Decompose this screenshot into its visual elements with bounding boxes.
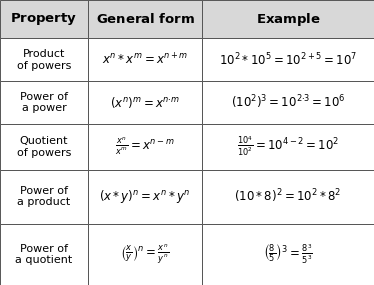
Bar bbox=[202, 81, 374, 124]
Bar bbox=[202, 170, 374, 224]
Text: $\frac{10^4}{10^2} = 10^{4-2} = 10^2$: $\frac{10^4}{10^2} = 10^{4-2} = 10^2$ bbox=[237, 135, 339, 158]
Text: $\mathbf{Property}$: $\mathbf{Property}$ bbox=[10, 11, 77, 27]
Text: $(x^n)^m = x^{n{\cdot}m}$: $(x^n)^m = x^{n{\cdot}m}$ bbox=[110, 95, 180, 110]
Bar bbox=[202, 124, 374, 170]
Bar bbox=[0, 81, 88, 124]
Bar bbox=[88, 124, 202, 170]
Text: $\mathbf{General\ form}$: $\mathbf{General\ form}$ bbox=[95, 12, 194, 26]
Text: $(10^2)^3 = 10^{2{\cdot}3} = 10^6$: $(10^2)^3 = 10^{2{\cdot}3} = 10^6$ bbox=[231, 94, 345, 111]
Text: Power of
a power: Power of a power bbox=[20, 92, 68, 113]
Bar bbox=[0, 224, 88, 285]
Text: $\mathbf{Example}$: $\mathbf{Example}$ bbox=[255, 11, 321, 28]
Bar bbox=[0, 0, 88, 38]
Bar bbox=[88, 224, 202, 285]
Bar bbox=[202, 224, 374, 285]
Bar bbox=[0, 170, 88, 224]
Text: $\left(\frac{8}{5}\right)^3 = \frac{8^3}{5^3}$: $\left(\frac{8}{5}\right)^3 = \frac{8^3}… bbox=[263, 243, 313, 266]
Text: $(x * y)^n = x^n * y^n$: $(x * y)^n = x^n * y^n$ bbox=[99, 188, 191, 205]
Text: $\frac{x^n}{x^m} = x^{n-m}$: $\frac{x^n}{x^m} = x^{n-m}$ bbox=[115, 136, 175, 158]
Text: Product
of powers: Product of powers bbox=[17, 49, 71, 71]
Bar bbox=[202, 0, 374, 38]
Text: Quotient
of powers: Quotient of powers bbox=[17, 136, 71, 158]
Text: $x^n * x^m = x^{n+m}$: $x^n * x^m = x^{n+m}$ bbox=[102, 52, 188, 68]
Text: Power of
a quotient: Power of a quotient bbox=[15, 244, 73, 265]
Bar bbox=[0, 124, 88, 170]
Bar bbox=[88, 0, 202, 38]
Bar bbox=[202, 38, 374, 81]
Bar bbox=[88, 170, 202, 224]
Bar bbox=[88, 81, 202, 124]
Text: $(10 * 8)^2 = 10^2 * 8^2$: $(10 * 8)^2 = 10^2 * 8^2$ bbox=[234, 188, 341, 205]
Text: Power of
a product: Power of a product bbox=[17, 186, 71, 207]
Bar bbox=[0, 38, 88, 81]
Text: $10^2 * 10^5 = 10^{2+5} = 10^7$: $10^2 * 10^5 = 10^{2+5} = 10^7$ bbox=[219, 52, 357, 68]
Bar bbox=[88, 38, 202, 81]
Text: $\left(\frac{x}{y}\right)^n = \frac{x^n}{y^n}$: $\left(\frac{x}{y}\right)^n = \frac{x^n}… bbox=[120, 243, 169, 266]
